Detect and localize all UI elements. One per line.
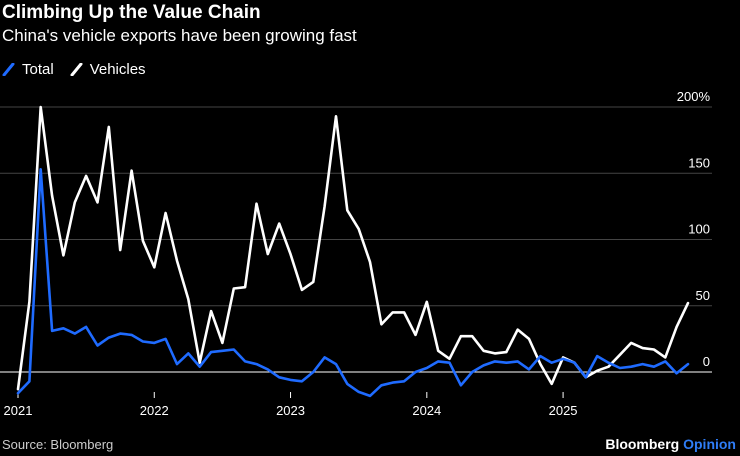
x-tick-label: 2024	[412, 403, 441, 418]
y-tick-label: 100	[688, 222, 710, 237]
legend-label-vehicles: Vehicles	[89, 61, 146, 78]
legend-item-vehicles: Vehicles	[70, 61, 146, 78]
y-tick-label: 50	[696, 288, 710, 303]
x-tick-label: 2022	[140, 403, 169, 418]
x-tick-label: 2023	[276, 403, 305, 418]
x-tick-label: 2025	[549, 403, 578, 418]
line-chart: 0 50 100 150 200% 2021 2022 2023 2024 2025	[0, 89, 712, 418]
brand-logo: Bloomberg Opinion	[605, 436, 736, 452]
series-line-total	[16, 168, 690, 398]
y-tick-label: 200%	[677, 89, 711, 104]
series-line-vehicles	[16, 105, 690, 391]
y-tick-label: 0	[703, 354, 710, 369]
source-note: Source: Bloomberg	[2, 437, 114, 452]
x-tick-label: 2021	[4, 403, 33, 418]
brand-main: Bloomberg	[605, 436, 680, 452]
legend-swatch-vehicles-icon	[70, 63, 83, 76]
chart-title: Climbing Up the Value Chain	[2, 2, 261, 23]
legend-swatch-total-icon	[2, 63, 15, 76]
y-tick-label: 150	[688, 155, 710, 170]
chart-subtitle: China's vehicle exports have been growin…	[2, 26, 357, 45]
legend: Total Vehicles	[2, 61, 162, 78]
legend-label-total: Total	[22, 61, 54, 78]
brand-accent: Opinion	[683, 436, 736, 452]
legend-item-total: Total	[2, 61, 54, 78]
